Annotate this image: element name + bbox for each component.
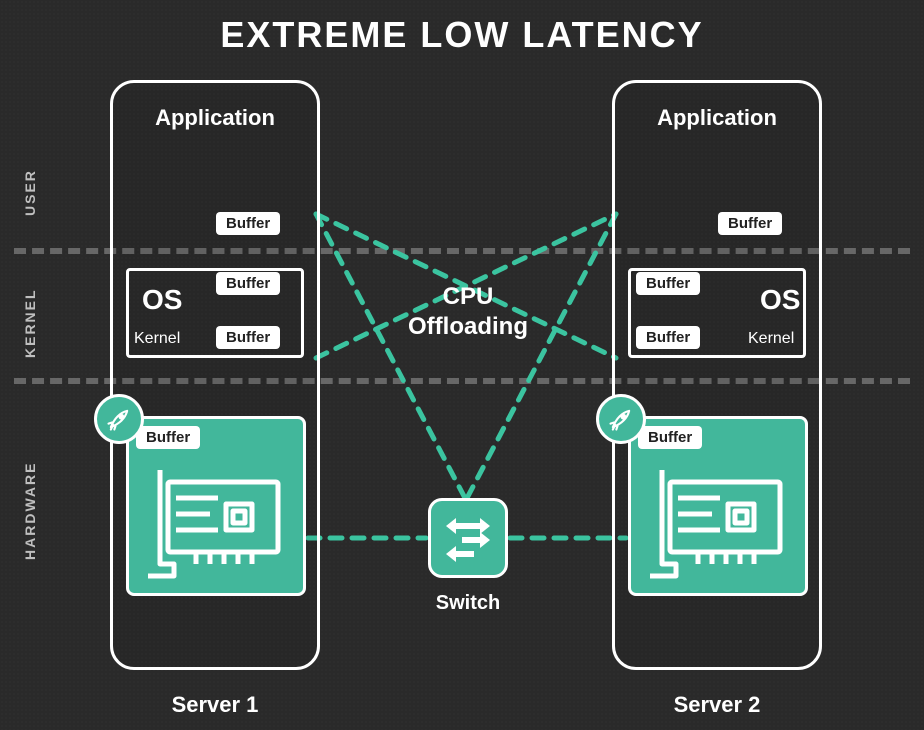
server2-kernel-buffer-2: Buffer [636,326,700,349]
server1-kernel-buffer-1: Buffer [216,272,280,295]
server2-user-buffer: Buffer [718,212,782,235]
page-title: EXTREME LOW LATENCY [0,14,924,56]
server1-nic-icon [140,464,290,584]
server1-label: Server 1 [110,692,320,718]
server1-application-label: Application [113,105,317,131]
server2-application-label: Application [615,105,819,131]
switch-arrows-icon [440,510,496,566]
server1-user-buffer: Buffer [216,212,280,235]
server2-hw-buffer: Buffer [638,426,702,449]
server2-nic-icon [642,464,792,584]
switch-box [428,498,508,578]
layer-label-user: USER [22,169,38,216]
center-caption: CPU Offloading [388,282,548,342]
server2-kernel-text: Kernel [748,330,794,348]
server1-rocket-icon [94,394,144,444]
layer-label-hardware: HARDWARE [22,462,38,560]
switch-label: Switch [400,592,536,615]
server1-kernel-text: Kernel [134,330,180,348]
server2-kernel-buffer-1: Buffer [636,272,700,295]
server2-rocket-icon [596,394,646,444]
server2-os-text: OS [760,284,800,316]
server1-kernel-buffer-2: Buffer [216,326,280,349]
center-caption-line2: Offloading [408,313,528,340]
server1-hw-buffer: Buffer [136,426,200,449]
center-caption-line1: CPU [443,283,494,310]
server2-label: Server 2 [612,692,822,718]
server1-os-text: OS [142,284,182,316]
layer-label-kernel: KERNEL [22,288,38,358]
